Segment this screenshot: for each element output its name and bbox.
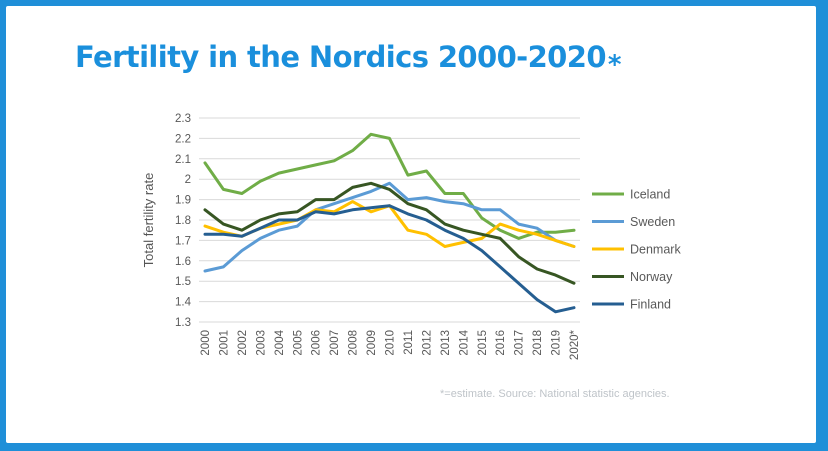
x-tick-label: 2018 — [532, 330, 544, 356]
x-tick-label: 2013 — [440, 330, 452, 356]
y-tick-label: 1.9 — [175, 195, 191, 207]
x-tick-label: 2002 — [237, 330, 249, 356]
legend-label-norway: Norway — [630, 270, 673, 284]
x-tick-label: 2004 — [274, 329, 286, 355]
series-line-sweden — [203, 181, 576, 273]
x-axis-ticks: 2000 2001 2002 2003 2004 2005 2006 2007 2008 2009… — [200, 329, 581, 360]
x-tick-label: 2009 — [366, 330, 378, 356]
x-tick-label: 2006 — [311, 330, 323, 356]
chart-gridlines — [199, 117, 580, 323]
x-tick-label: 2001 — [218, 330, 230, 356]
y-axis-ticks: 1.3 1.4 1.5 1.6 1.7 1.8 1.9 2 2.1 2.2 2.3 — [175, 113, 192, 329]
x-tick-label: 2015 — [477, 330, 489, 356]
x-tick-label: 2003 — [255, 330, 267, 356]
y-tick-label: 1.8 — [175, 215, 191, 227]
y-tick-label: 2 — [185, 174, 191, 186]
y-tick-label: 2.1 — [175, 154, 191, 166]
series-lines — [203, 132, 576, 314]
slide: Fertility in the Nordics 2000-2020* 1.3 1… — [6, 6, 816, 443]
x-tick-label: 2005 — [292, 330, 304, 356]
x-tick-label: 2017 — [514, 330, 526, 356]
x-tick-label: 2010 — [385, 330, 397, 356]
x-tick-label: 2019 — [551, 330, 563, 356]
legend-label-iceland: Iceland — [630, 188, 670, 202]
y-tick-label: 1.7 — [175, 235, 191, 247]
y-tick-label: 2.3 — [175, 113, 191, 125]
x-tick-label: 2000 — [200, 330, 212, 356]
y-tick-label: 2.2 — [175, 133, 191, 145]
legend-label-denmark: Denmark — [630, 243, 681, 257]
x-tick-label: 2008 — [348, 330, 360, 356]
y-axis-label: Total fertility rate — [141, 173, 156, 268]
y-tick-label: 1.6 — [175, 256, 191, 268]
x-tick-label: 2020* — [569, 329, 581, 360]
x-tick-label: 2016 — [495, 330, 507, 356]
legend-label-finland: Finland — [630, 298, 671, 312]
title-text: Fertility in the Nordics 2000-2020 — [75, 40, 607, 74]
x-tick-label: 2012 — [421, 330, 433, 356]
y-tick-label: 1.3 — [175, 317, 191, 329]
fertility-line-chart: 1.3 1.4 1.5 1.6 1.7 1.8 1.9 2 2.1 2.2 2.3 2000 2001… — [141, 113, 681, 360]
y-tick-label: 1.4 — [175, 297, 192, 309]
x-tick-label: 2011 — [403, 330, 415, 355]
x-tick-label: 2014 — [458, 329, 470, 355]
legend-label-sweden: Sweden — [630, 215, 675, 229]
title-estimate-mark: * — [607, 50, 622, 80]
series-line-norway — [203, 181, 576, 285]
chart-legend: Iceland Sweden Denmark Norway Finland — [592, 188, 681, 312]
page-title: Fertility in the Nordics 2000-2020* — [75, 40, 622, 80]
source-footnote: *=estimate. Source: National statistic a… — [440, 388, 670, 400]
x-tick-label: 2007 — [329, 330, 341, 356]
y-tick-label: 1.5 — [175, 276, 191, 288]
series-line-iceland — [203, 132, 576, 240]
series-line-finland — [203, 204, 576, 314]
